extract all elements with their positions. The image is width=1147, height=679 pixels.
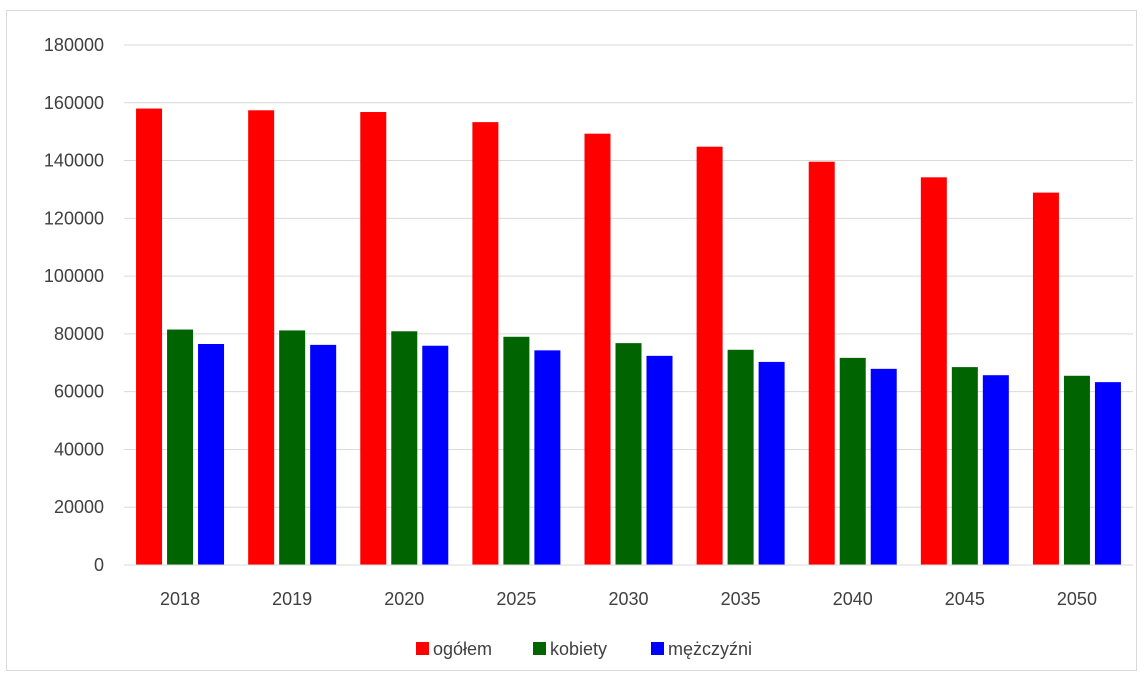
- y-axis-ticks: 0 20000 40000 60000 80000 100000 120000 140000 1…: [44, 35, 104, 575]
- bar-2030-0: [584, 133, 611, 565]
- y-tick-label: 100000: [44, 266, 104, 286]
- bar-2040-0: [808, 161, 835, 565]
- x-tick-label: 2025: [496, 589, 536, 609]
- y-tick-label: 80000: [54, 324, 104, 344]
- bar-2040-1: [839, 357, 866, 565]
- x-tick-label: 2035: [721, 589, 761, 609]
- bar-2045-2: [982, 375, 1009, 565]
- bar-2035-0: [696, 146, 723, 565]
- legend-label-1: kobiety: [550, 639, 607, 659]
- bar-2019-2: [310, 344, 337, 565]
- x-tick-label: 2050: [1057, 589, 1097, 609]
- bar-2020-0: [360, 112, 387, 566]
- legend-swatch-2: [651, 642, 664, 655]
- bar-2025-2: [534, 350, 561, 565]
- y-tick-label: 140000: [44, 151, 104, 171]
- bar-2030-2: [646, 355, 673, 565]
- bar-2025-0: [472, 122, 499, 565]
- x-axis-ticks: 2018 2019 2020 2025 2030 2035 2040 2045 2050: [160, 589, 1097, 609]
- y-tick-label: 0: [94, 555, 104, 575]
- legend-swatch-0: [416, 642, 429, 655]
- bar-2035-1: [727, 349, 754, 565]
- bar-2025-1: [503, 336, 530, 565]
- chart-frame: [6, 10, 1137, 671]
- legend-label-2: mężczyźni: [668, 639, 752, 659]
- bar-2018-0: [136, 108, 163, 566]
- bar-2018-1: [167, 329, 194, 565]
- y-tick-label: 20000: [54, 497, 104, 517]
- bar-2018-2: [198, 344, 225, 565]
- y-tick-label: 40000: [54, 439, 104, 459]
- x-tick-label: 2020: [384, 589, 424, 609]
- bar-2045-0: [920, 177, 947, 566]
- x-tick-label: 2019: [272, 589, 312, 609]
- x-tick-label: 2018: [160, 589, 200, 609]
- bars: [136, 108, 1121, 566]
- bar-2050-0: [1032, 192, 1059, 565]
- bar-2019-1: [279, 330, 306, 565]
- y-tick-label: 180000: [44, 35, 104, 55]
- legend-label-0: ogółem: [433, 639, 492, 659]
- y-tick-label: 160000: [44, 93, 104, 113]
- y-tick-label: 120000: [44, 208, 104, 228]
- bar-2040-2: [870, 368, 897, 565]
- legend: ogółem kobiety mężczyźni: [416, 639, 752, 659]
- y-tick-label: 60000: [54, 382, 104, 402]
- bar-2050-1: [1063, 375, 1090, 565]
- legend-swatch-1: [533, 642, 546, 655]
- bar-2020-2: [422, 345, 449, 565]
- bar-2019-0: [248, 110, 275, 566]
- x-tick-label: 2040: [833, 589, 873, 609]
- bar-2035-2: [758, 361, 785, 565]
- bar-2045-1: [951, 367, 978, 565]
- x-tick-label: 2030: [608, 589, 648, 609]
- x-tick-label: 2045: [945, 589, 985, 609]
- bar-2030-1: [615, 343, 642, 565]
- bar-2050-2: [1094, 382, 1121, 565]
- bar-2020-1: [391, 331, 418, 565]
